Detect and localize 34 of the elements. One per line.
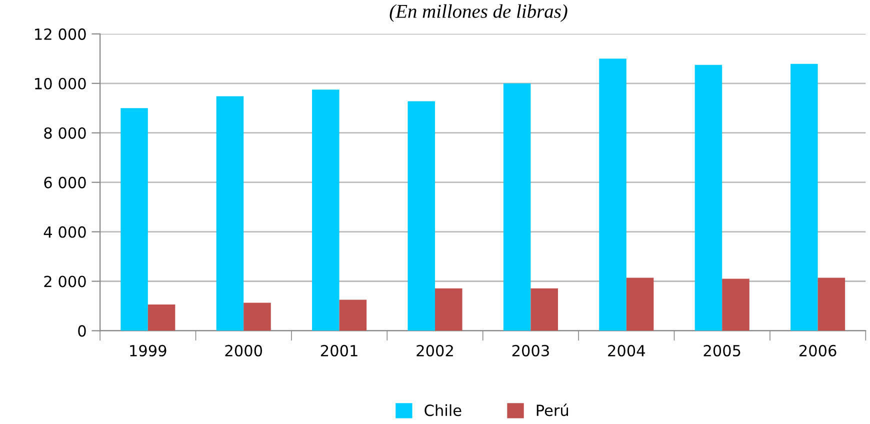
bar <box>694 64 722 331</box>
bar <box>216 96 244 331</box>
bar <box>626 278 654 331</box>
x-tick-label: 2000 <box>225 344 262 356</box>
legend-label: Chile <box>424 404 462 416</box>
bar <box>339 300 367 331</box>
x-tick-label: 2006 <box>799 344 836 356</box>
bar <box>312 90 340 331</box>
y-tick-label: 12 000 <box>35 28 86 40</box>
bar <box>435 288 462 331</box>
y-tick-label: 8 000 <box>44 127 86 139</box>
x-tick-label: 2003 <box>512 344 549 356</box>
y-tick-label: 0 <box>78 325 86 337</box>
chart-subtitle: (En millones de libras) <box>390 4 568 22</box>
y-tick-label: 10 000 <box>35 78 86 90</box>
y-tick-label: 2 000 <box>44 276 86 288</box>
bar <box>408 101 435 331</box>
bar <box>722 278 750 331</box>
y-tick-label: 6 000 <box>44 176 86 188</box>
bar <box>503 83 531 331</box>
bar <box>530 288 558 331</box>
bar <box>148 304 176 331</box>
x-tick-label: 2002 <box>416 344 453 356</box>
bar <box>244 302 271 331</box>
bar <box>818 278 846 331</box>
bar <box>599 58 626 331</box>
legend-label: Perú <box>536 404 568 416</box>
bar <box>790 64 818 331</box>
x-tick-label: 2001 <box>320 344 358 356</box>
y-tick-label: 4 000 <box>44 226 86 238</box>
x-tick-label: 2005 <box>704 344 740 356</box>
x-tick-label: 1999 <box>130 344 166 356</box>
x-tick-label: 2004 <box>608 344 645 356</box>
bar <box>120 108 148 331</box>
